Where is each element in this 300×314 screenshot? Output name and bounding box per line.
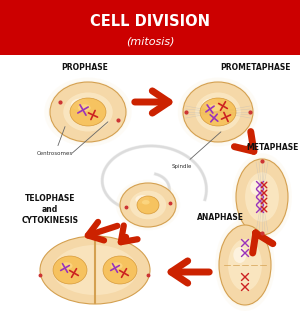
Text: (mitosis): (mitosis) <box>126 37 174 47</box>
Ellipse shape <box>135 195 149 204</box>
Text: ANAPHASE: ANAPHASE <box>196 213 244 222</box>
Ellipse shape <box>137 196 159 214</box>
Ellipse shape <box>232 153 292 241</box>
Ellipse shape <box>40 236 150 304</box>
Ellipse shape <box>111 262 123 269</box>
Ellipse shape <box>236 159 288 235</box>
Ellipse shape <box>44 78 132 147</box>
Ellipse shape <box>116 180 180 230</box>
Ellipse shape <box>215 219 275 311</box>
Ellipse shape <box>70 98 106 126</box>
Ellipse shape <box>181 80 255 143</box>
Ellipse shape <box>63 93 113 132</box>
Ellipse shape <box>235 157 289 237</box>
Ellipse shape <box>78 104 91 111</box>
Text: Centrosomes: Centrosomes <box>37 127 73 156</box>
Ellipse shape <box>48 80 128 143</box>
Ellipse shape <box>228 239 262 291</box>
Text: CELL DIVISION: CELL DIVISION <box>90 14 210 30</box>
Ellipse shape <box>208 104 221 111</box>
Ellipse shape <box>195 93 241 132</box>
Ellipse shape <box>142 200 150 204</box>
Ellipse shape <box>52 245 137 295</box>
Ellipse shape <box>118 182 177 228</box>
Ellipse shape <box>50 82 126 142</box>
Ellipse shape <box>103 256 137 284</box>
Ellipse shape <box>200 98 236 126</box>
Ellipse shape <box>61 262 73 269</box>
Ellipse shape <box>218 223 272 307</box>
Ellipse shape <box>71 99 90 111</box>
Ellipse shape <box>250 180 263 195</box>
Ellipse shape <box>178 78 258 147</box>
FancyBboxPatch shape <box>0 0 300 55</box>
Ellipse shape <box>245 172 279 222</box>
Text: PROMETAPHASE: PROMETAPHASE <box>220 63 290 72</box>
Text: Spindle: Spindle <box>172 132 221 169</box>
Ellipse shape <box>202 99 220 111</box>
Ellipse shape <box>219 225 271 305</box>
Ellipse shape <box>233 247 246 263</box>
Ellipse shape <box>120 183 176 227</box>
Text: PROPHASE: PROPHASE <box>61 63 108 72</box>
Ellipse shape <box>53 256 87 284</box>
Text: TELOPHASE
and
CYTOKINESIS: TELOPHASE and CYTOKINESIS <box>22 194 79 225</box>
Ellipse shape <box>183 82 253 142</box>
Ellipse shape <box>130 191 166 219</box>
Text: METAPHASE: METAPHASE <box>246 143 298 152</box>
